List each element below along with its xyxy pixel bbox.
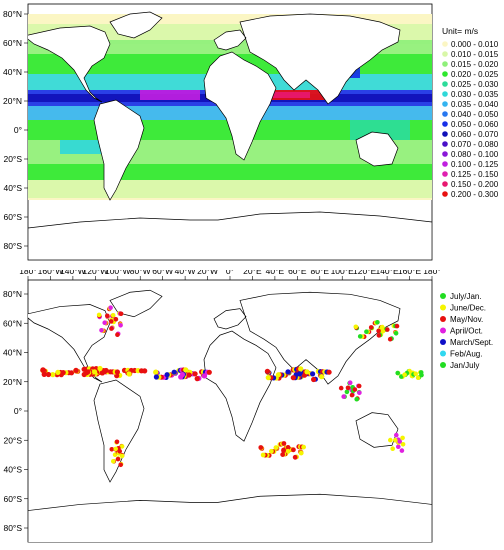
legend-swatch	[440, 316, 446, 322]
lat-tick-label: 60°S	[3, 494, 22, 504]
legend-label: Jan/July	[450, 361, 479, 370]
top-map-panel: 80°N 60°N 40°N 20°N 0° 20°S 40°S 60°S 80°S Unit=…	[0, 0, 504, 264]
latitude-ticks: 80°N 60°N 40°N 20°N 0° 20°S 40°S 60°S 80°S	[3, 9, 28, 251]
lat-tick-label: 40°N	[3, 348, 22, 358]
legend-swatch	[442, 151, 448, 157]
lat-tick-label: 80°N	[3, 289, 22, 299]
legend-label: 0.060 - 0.070	[451, 130, 499, 139]
lon-tick-label: 100°W	[105, 270, 131, 276]
legend-label: 0.035 - 0.040	[451, 100, 499, 109]
lat-tick-label: 20°N	[3, 377, 22, 387]
legend-title: Unit= m/s	[442, 26, 478, 36]
lon-tick-label: 40°E	[266, 270, 285, 276]
legend-label: 0.050 - 0.060	[451, 120, 499, 129]
lat-tick-label: 20°S	[3, 435, 22, 445]
lon-tick-label: 0°	[226, 270, 234, 276]
lon-tick-label: 120°E	[353, 270, 377, 276]
lon-tick-label: 60°E	[288, 270, 307, 276]
lon-tick-label: 160°W	[38, 270, 64, 276]
legend-swatch	[442, 111, 448, 117]
lon-tick-label: 20°W	[197, 270, 218, 276]
lat-tick-label: 60°S	[3, 212, 22, 222]
lon-tick-label: 160°E	[398, 270, 422, 276]
legend-swatch	[442, 81, 448, 87]
legend-label: March/Sept.	[450, 338, 493, 347]
legend-swatch	[442, 141, 448, 147]
legend-swatch	[442, 91, 448, 97]
legend-label: 0.030 - 0.035	[451, 90, 499, 99]
lat-tick-label: 80°S	[3, 241, 22, 251]
legend-swatch	[442, 191, 448, 197]
lat-tick-label: 0°	[14, 406, 22, 416]
legend-label: July/Jan.	[450, 292, 482, 301]
legend-label: 0.020 - 0.025	[451, 70, 499, 79]
lon-tick-label: 180°	[19, 270, 37, 276]
legend-swatch	[440, 327, 446, 334]
legend-label: 0.100 - 0.125	[451, 160, 499, 169]
top-map: 80°N 60°N 40°N 20°N 0° 20°S 40°S 60°S 80°S Unit=…	[3, 3, 499, 261]
legend-label: 0.125 - 0.150	[451, 170, 499, 179]
lon-tick-label: 40°W	[175, 270, 196, 276]
legend-swatch	[440, 339, 446, 345]
legend-label: 0.200 - 0.300	[451, 190, 499, 199]
lon-tick-label: 20°E	[243, 270, 262, 276]
lon-tick-label: 80°W	[130, 270, 151, 276]
legend-swatch	[442, 131, 448, 137]
month-dots	[40, 305, 424, 468]
legend-label: 0.010 - 0.015	[451, 50, 499, 59]
latitude-ticks-bottom: 80°N 60°N 40°N 20°N 0° 20°S 40°S 60°S 80°S	[3, 289, 28, 533]
lat-tick-label: 40°N	[3, 67, 22, 77]
legend-label: 0.000 - 0.010	[451, 40, 499, 49]
bottom-map-panel: 180° 160°W 140°W 120°W 100°W 80°W 60°W 40°W 20°W…	[0, 270, 504, 550]
legend-label: 0.040 - 0.050	[451, 110, 499, 119]
legend-label: 0.080 - 0.100	[451, 150, 499, 159]
legend-label: May/Nov.	[450, 315, 483, 324]
lon-tick-label: 100°E	[331, 270, 355, 276]
lat-tick-label: 40°S	[3, 183, 22, 193]
lon-tick-label: 140°E	[375, 270, 399, 276]
lat-tick-label: 80°N	[3, 9, 22, 19]
legend-swatch	[442, 51, 448, 57]
lat-tick-label: 20°S	[3, 154, 22, 164]
legend-swatch	[442, 61, 448, 67]
lon-tick-label: 120°W	[83, 270, 109, 276]
legend-label: April/Oct.	[450, 327, 483, 336]
lat-tick-label: 60°N	[3, 38, 22, 48]
legend-swatch	[442, 121, 448, 127]
legend-label: 0.025 - 0.030	[451, 80, 499, 89]
lon-tick-label: 140°W	[60, 270, 86, 276]
legend-swatch	[440, 350, 446, 357]
legend-swatch	[440, 293, 446, 299]
legend-swatch	[442, 171, 448, 177]
legend-label: Feb/Aug.	[450, 350, 482, 359]
legend-swatch	[442, 161, 448, 167]
legend-swatch	[442, 181, 448, 187]
legend-label: 0.150 - 0.200	[451, 180, 499, 189]
lat-tick-label: 60°N	[3, 318, 22, 328]
legend-swatch	[440, 304, 446, 311]
month-legend: July/Jan. June/Dec. May/Nov. April/Oct. Marc…	[440, 292, 493, 370]
legend-swatch	[442, 41, 448, 47]
legend-label: 0.015 - 0.020	[451, 60, 499, 69]
legend-label: June/Dec.	[450, 304, 486, 313]
legend-swatch	[442, 71, 448, 77]
lat-tick-label: 0°	[14, 125, 22, 135]
legend-label: 0.070 - 0.080	[451, 140, 499, 149]
legend-swatch	[440, 362, 446, 368]
lon-tick-label: 80°E	[311, 270, 330, 276]
lon-tick-label: 180°	[423, 270, 441, 276]
lat-tick-label: 40°S	[3, 465, 22, 475]
lat-tick-label: 80°S	[3, 523, 22, 533]
lon-tick-label: 60°W	[152, 270, 173, 276]
legend-swatch	[442, 101, 448, 107]
lat-tick-label: 20°N	[3, 96, 22, 106]
